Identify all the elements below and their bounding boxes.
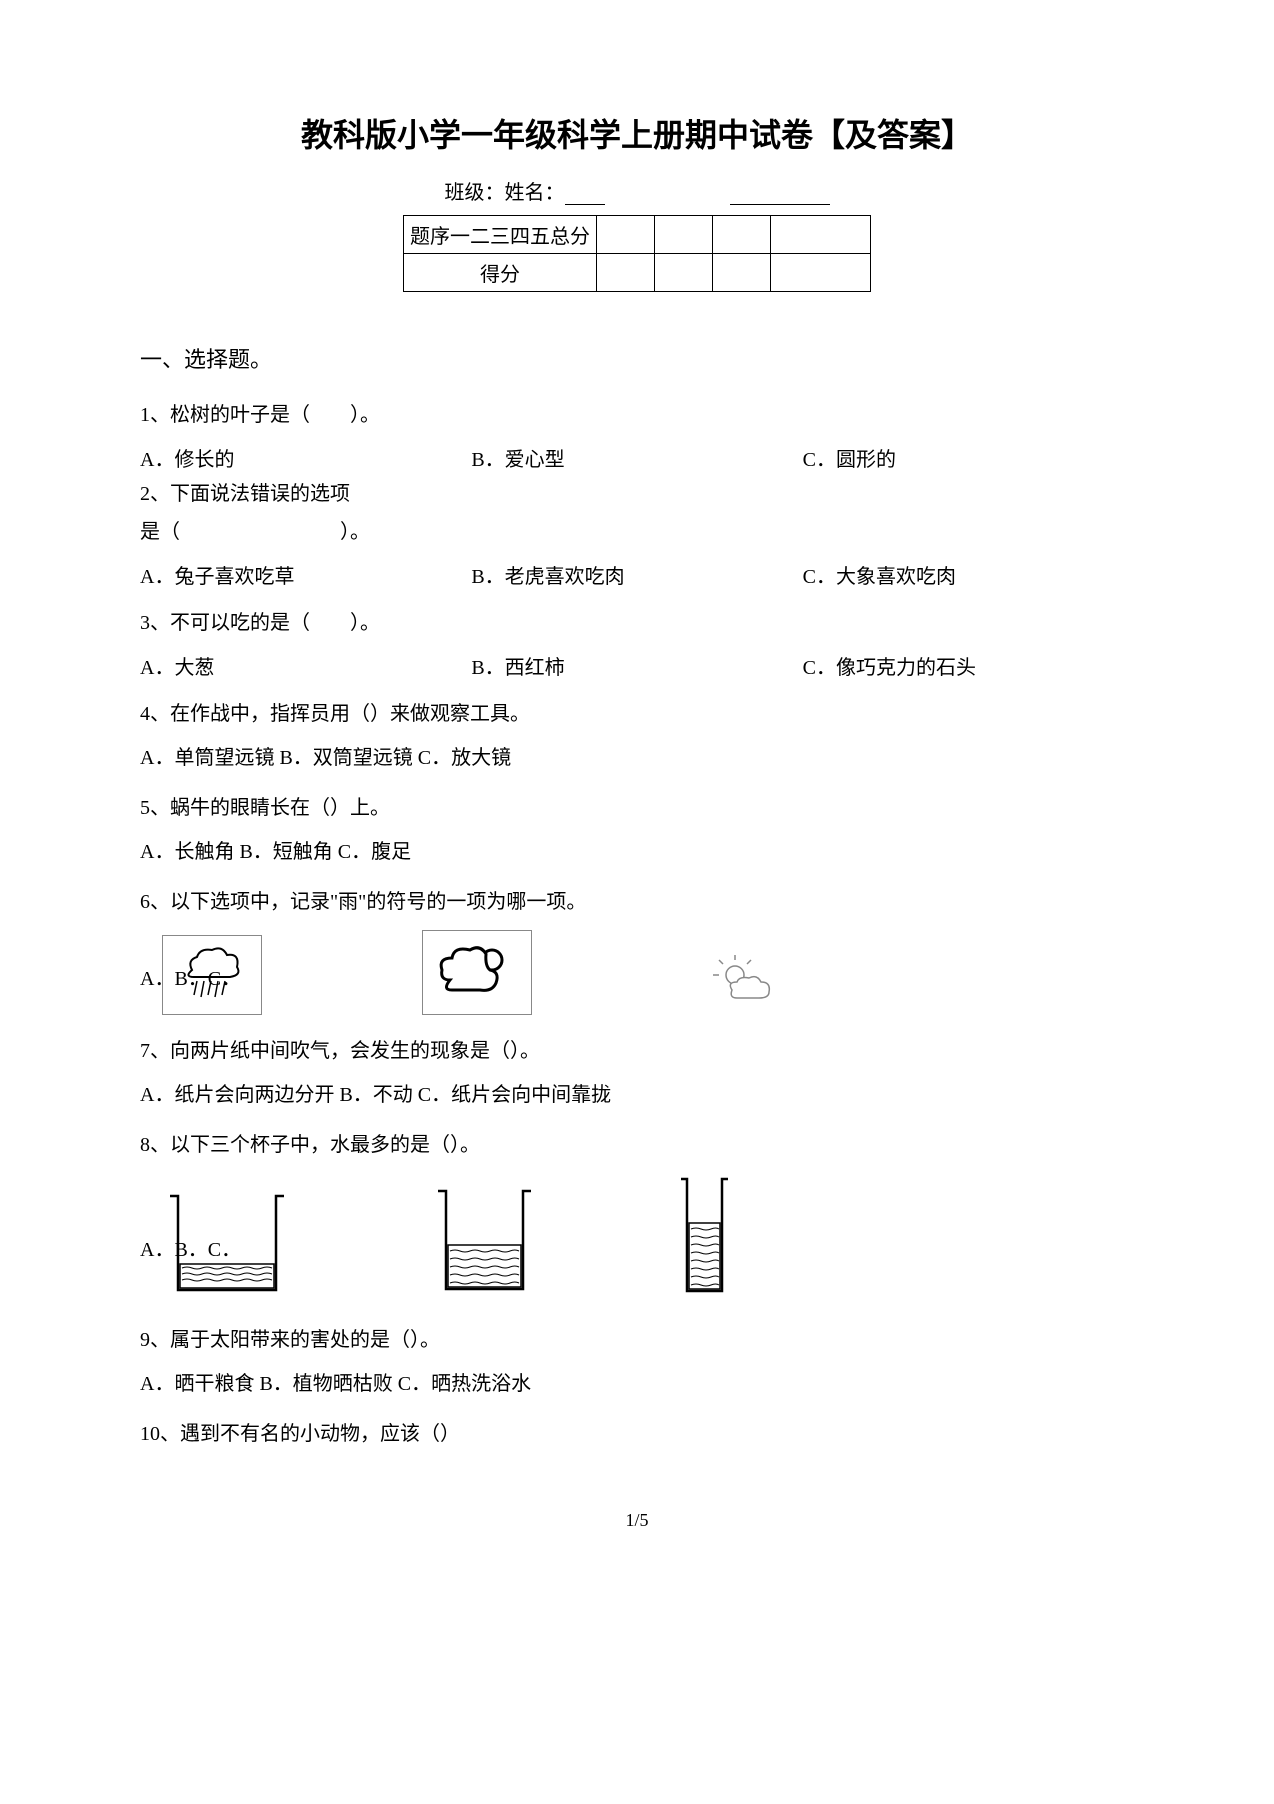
question-8: 8、以下三个杯子中，水最多的是（）。 <box>140 1129 1134 1161</box>
question-2-line1: 2、下面说法错误的选项 <box>140 478 1134 510</box>
table-row: 题序一二三四五总分 <box>404 216 871 254</box>
table-row: 得分 <box>404 254 871 292</box>
question-10: 10、遇到不有名的小动物，应该（） <box>140 1418 1134 1450</box>
class-name-label: 班级：姓名： <box>445 182 565 204</box>
score-cell[interactable] <box>771 216 871 254</box>
question-5: 5、蜗牛的眼睛长在（）上。 <box>140 792 1134 824</box>
score-cell[interactable] <box>655 254 713 292</box>
q2-opt-a[interactable]: A．兔子喜欢吃草 <box>140 560 471 589</box>
score-cell[interactable] <box>597 216 655 254</box>
score-cell[interactable] <box>771 254 871 292</box>
q2-opt-c[interactable]: C．大象喜欢吃肉 <box>803 560 1134 589</box>
question-3: 3、不可以吃的是（ ）。 <box>140 607 1134 639</box>
q3-options: A．大葱 B．西红柿 C．像巧克力的石头 <box>140 651 1134 680</box>
score-cell[interactable] <box>597 254 655 292</box>
score-cell[interactable] <box>655 216 713 254</box>
score-table: 题序一二三四五总分 得分 <box>403 215 871 292</box>
q3-opt-b[interactable]: B．西红柿 <box>471 651 802 680</box>
q4-options[interactable]: A．单筒望远镜 B．双筒望远镜 C．放大镜 <box>140 742 1134 774</box>
question-4: 4、在作战中，指挥员用（）来做观察工具。 <box>140 698 1134 730</box>
question-2-line2: 是（ ）。 <box>140 516 1134 548</box>
q5-options[interactable]: A．长触角 B．短触角 C．腹足 <box>140 836 1134 868</box>
question-6: 6、以下选项中，记录"雨"的符号的一项为哪一项。 <box>140 886 1134 918</box>
name-blank[interactable] <box>565 183 605 205</box>
meta-line: 班级：姓名： <box>140 176 1134 205</box>
question-7: 7、向两片纸中间吹气，会发生的现象是（）。 <box>140 1035 1134 1067</box>
row-header-sections: 题序一二三四五总分 <box>404 216 597 254</box>
page-title: 教科版小学一年级科学上册期中试卷【及答案】 <box>140 110 1134 156</box>
q9-options[interactable]: A．晒干粮食 B．植物晒枯败 C．晒热洗浴水 <box>140 1368 1134 1400</box>
q1-options: A．修长的 B．爱心型 C．圆形的 <box>140 443 1134 472</box>
question-9: 9、属于太阳带来的害处的是（）。 <box>140 1324 1134 1356</box>
q6-image-options: A．B．C． <box>140 930 1134 1015</box>
q3-opt-c[interactable]: C．像巧克力的石头 <box>803 651 1134 680</box>
q1-opt-a[interactable]: A．修长的 <box>140 443 471 472</box>
q2-opt-b[interactable]: B．老虎喜欢吃肉 <box>471 560 802 589</box>
sun-cloud-small-icon[interactable] <box>692 945 792 1015</box>
page-number: 1/5 <box>140 1510 1134 1531</box>
row-header-score: 得分 <box>404 254 597 292</box>
q1-opt-b[interactable]: B．爱心型 <box>471 443 802 472</box>
sun-cloud-icon[interactable] <box>422 930 532 1015</box>
q6-prefix: A．B．C． <box>140 962 241 991</box>
q2-options: A．兔子喜欢吃草 B．老虎喜欢吃肉 C．大象喜欢吃肉 <box>140 560 1134 589</box>
q8-image-options: A．B．C． <box>140 1173 1134 1304</box>
score-cell[interactable] <box>713 254 771 292</box>
extra-blank[interactable] <box>730 183 830 205</box>
score-cell[interactable] <box>713 216 771 254</box>
q8-prefix: A．B．C． <box>140 1233 241 1262</box>
q7-options[interactable]: A．纸片会向两边分开 B．不动 C．纸片会向中间靠拢 <box>140 1079 1134 1111</box>
question-1: 1、松树的叶子是（ ）。 <box>140 399 1134 431</box>
q1-opt-c[interactable]: C．圆形的 <box>803 443 1134 472</box>
section-heading-1: 一、选择题。 <box>140 342 1134 374</box>
cup-mid-water-icon[interactable] <box>432 1183 537 1304</box>
cup-narrow-water-icon[interactable] <box>677 1173 732 1304</box>
q3-opt-a[interactable]: A．大葱 <box>140 651 471 680</box>
